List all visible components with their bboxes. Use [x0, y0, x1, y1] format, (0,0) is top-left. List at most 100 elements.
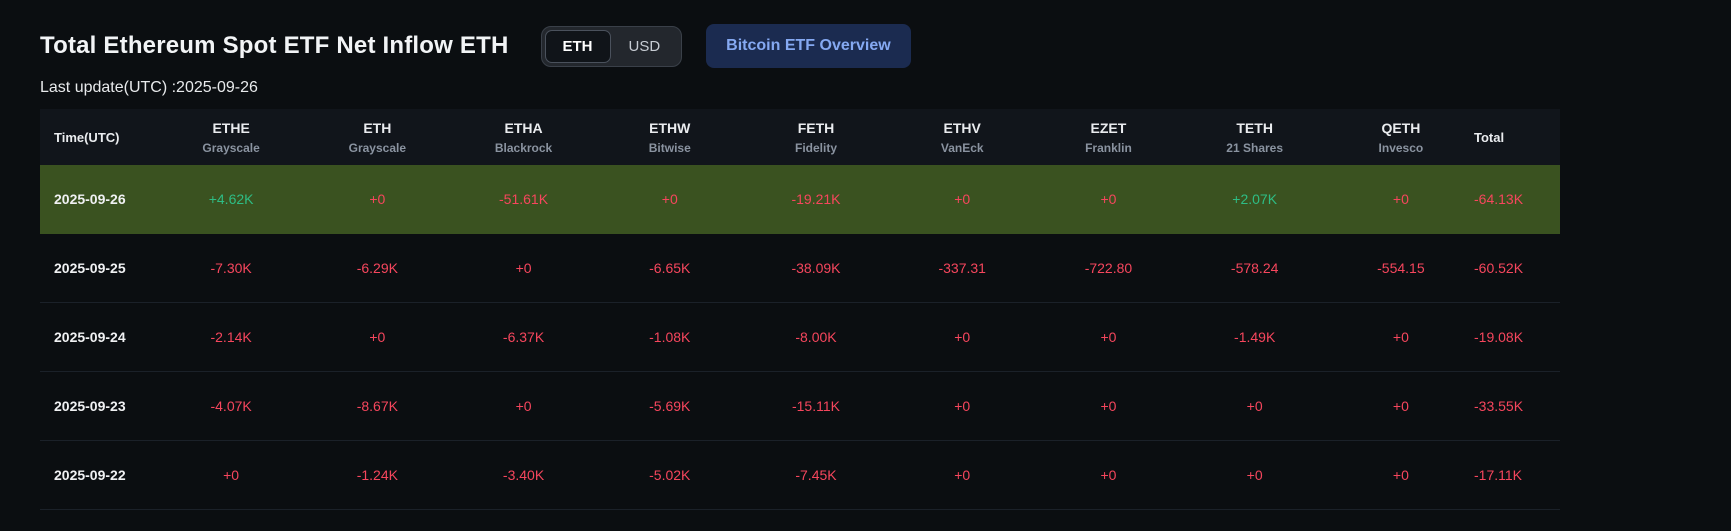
value-cell: -4.07K [210, 398, 252, 414]
value-cell: +0 [369, 191, 386, 207]
column-issuer-label: Invesco [1378, 140, 1424, 155]
toggle-option-eth[interactable]: ETH [544, 29, 611, 63]
value-cell: +0 [369, 329, 386, 345]
table-header-row: Time(UTC) ETHE Grayscale ETH Grayscale ETHA Bl… [40, 109, 1560, 165]
value-cell: +0 [1392, 398, 1409, 414]
value-cell: +0 [954, 191, 971, 207]
bitcoin-etf-overview-button[interactable]: Bitcoin ETF Overview [706, 24, 911, 68]
etf-net-inflow-table: Time(UTC) ETHE Grayscale ETH Grayscale ETHA Bl… [40, 109, 1560, 510]
value-cell: +0 [1392, 467, 1409, 483]
value-cell: +0 [954, 467, 971, 483]
value-cell: +0 [1246, 398, 1263, 414]
value-cell: +0 [1392, 191, 1409, 207]
value-cell: +0 [1100, 329, 1117, 345]
last-update-label: Last update(UTC) :2025-09-26 [40, 79, 258, 96]
column-issuer-label: VanEck [940, 140, 984, 155]
column-header-ethe: ETHE Grayscale [158, 120, 304, 155]
header: Total Ethereum Spot ETF Net Inflow ETH E… [0, 0, 1731, 68]
table-row: 2025-09-24 -2.14K +0 -6.37K -1.08K -8.00K +0 +0… [40, 303, 1560, 372]
column-header-eth: ETH Grayscale [304, 120, 450, 155]
column-ticker-label: ETHA [504, 119, 543, 136]
value-cell: +0 [954, 398, 971, 414]
value-cell: -1.24K [356, 467, 398, 483]
value-cell: +4.62K [208, 191, 254, 207]
value-cell: -15.11K [791, 398, 840, 414]
value-cell: +0 [1246, 467, 1263, 483]
column-header-ethw: ETHW Bitwise [597, 120, 743, 155]
value-cell: -7.30K [210, 260, 252, 276]
value-cell: -2.14K [210, 329, 252, 345]
value-cell: -6.37K [502, 329, 545, 345]
column-header-teth: TETH 21 Shares [1182, 120, 1328, 155]
value-cell: +2.07K [1232, 191, 1278, 207]
value-cell: +0 [1100, 398, 1117, 414]
value-cell: -722.80 [1084, 260, 1133, 276]
value-cell: -19.21K [791, 191, 841, 207]
table-row: 2025-09-23 -4.07K -8.67K +0 -5.69K -15.11K +0 +… [40, 372, 1560, 441]
time-header-cell: Time(UTC) [54, 129, 120, 145]
currency-toggle[interactable]: ETH USD [540, 25, 683, 67]
value-cell: -7.45K [795, 467, 837, 483]
column-ticker-label: ETHE [212, 119, 250, 136]
column-issuer-label: Grayscale [202, 140, 260, 155]
column-issuer-label: Franklin [1085, 140, 1132, 155]
total-cell: -64.13K [1474, 191, 1524, 207]
column-ticker-label: ETHW [649, 119, 691, 136]
page-title: Total Ethereum Spot ETF Net Inflow ETH [40, 32, 509, 59]
column-ticker-label: QETH [1381, 119, 1421, 136]
column-issuer-label: 21 Shares [1226, 140, 1284, 155]
value-cell: +0 [954, 329, 971, 345]
table-row: 2025-09-25 -7.30K -6.29K +0 -6.65K -38.09K -33… [40, 234, 1560, 303]
total-header-cell: Total [1474, 129, 1505, 145]
column-issuer-label: Grayscale [348, 140, 407, 155]
value-cell: -5.02K [649, 467, 691, 483]
value-cell: -8.00K [795, 329, 837, 345]
value-cell: +0 [515, 398, 532, 414]
value-cell: -5.69K [649, 398, 691, 414]
table-row: 2025-09-22 +0 -1.24K -3.40K -5.02K -7.45K +0 +0… [40, 441, 1560, 510]
date-cell: 2025-09-23 [54, 398, 126, 414]
column-header-qeth: QETH Invesco [1328, 120, 1474, 155]
value-cell: +0 [1100, 467, 1117, 483]
date-cell: 2025-09-22 [54, 467, 126, 483]
value-cell: -1.49K [1234, 329, 1276, 345]
value-cell: -337.31 [938, 260, 986, 276]
column-ticker-label: TETH [1236, 119, 1273, 136]
total-cell: -19.08K [1474, 329, 1524, 345]
column-issuer-label: Bitwise [648, 140, 691, 155]
date-cell: 2025-09-24 [54, 329, 126, 345]
table-body: 2025-09-26 +4.62K +0 -51.61K +0 -19.21K +0 +0 +2… [40, 165, 1560, 510]
column-ticker-label: EZET [1090, 119, 1127, 136]
column-header-ethv: ETHV VanEck [889, 120, 1035, 155]
value-cell: -554.15 [1377, 260, 1425, 276]
total-cell: -33.55K [1474, 398, 1524, 414]
column-ticker-label: ETHV [943, 119, 981, 136]
value-cell: +0 [515, 260, 532, 276]
column-header-feth: FETH Fidelity [743, 120, 889, 155]
column-ticker-label: ETH [363, 119, 392, 136]
value-cell: +0 [1392, 329, 1409, 345]
value-cell: -6.29K [356, 260, 398, 276]
column-issuer-label: Blackrock [494, 140, 553, 155]
column-issuer-label: Fidelity [794, 140, 837, 155]
value-cell: +0 [1100, 191, 1117, 207]
column-header-etha: ETHA Blackrock [450, 120, 596, 155]
value-cell: -6.65K [649, 260, 691, 276]
date-cell: 2025-09-26 [54, 191, 126, 207]
total-cell: -17.11K [1474, 467, 1522, 483]
total-cell: -60.52K [1474, 260, 1524, 276]
value-cell: -1.08K [649, 329, 691, 345]
date-cell: 2025-09-25 [54, 260, 126, 276]
column-header-ezet: EZET Franklin [1035, 120, 1181, 155]
value-cell: -38.09K [791, 260, 841, 276]
value-cell: -3.40K [502, 467, 545, 483]
value-cell: +0 [223, 467, 240, 483]
column-ticker-label: FETH [797, 119, 835, 136]
toggle-option-usd[interactable]: USD [628, 37, 661, 55]
table-row: 2025-09-26 +4.62K +0 -51.61K +0 -19.21K +0 +0 +2… [40, 165, 1560, 234]
value-cell: +0 [661, 191, 678, 207]
value-cell: -51.61K [499, 191, 549, 207]
value-cell: -578.24 [1230, 260, 1279, 276]
value-cell: -8.67K [356, 398, 398, 414]
